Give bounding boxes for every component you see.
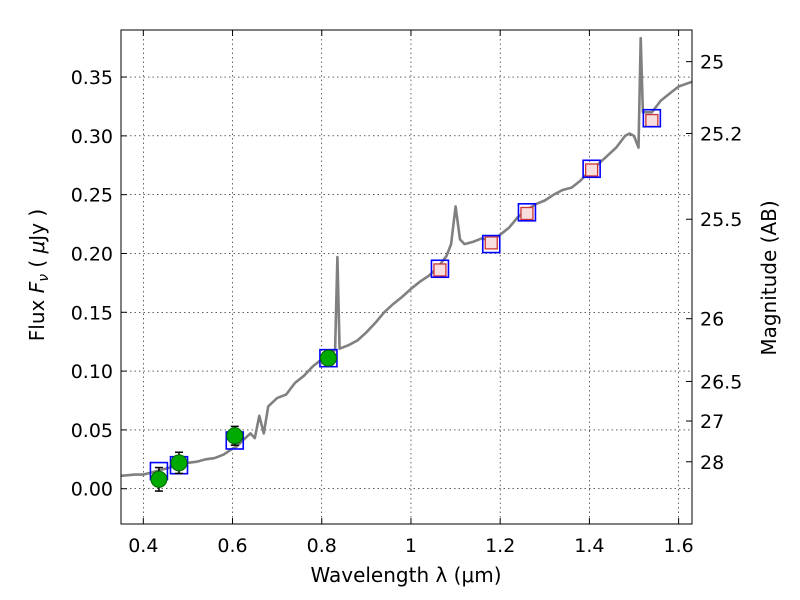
y2-tick-label: 25.5 (700, 209, 742, 231)
model-spectrum (120, 36, 693, 478)
spectrum-line (120, 36, 693, 478)
predicted-flux-marker (520, 206, 534, 221)
y2-tick-label: 28 (700, 452, 724, 474)
grid-lines (121, 30, 692, 524)
y-tick-label: 0.15 (71, 302, 113, 324)
y2-tick-label: 27 (700, 411, 724, 433)
y2-tick-label: 25.2 (700, 123, 742, 145)
x-tick-label: 0.6 (217, 535, 247, 557)
photometry-markers (149, 108, 662, 492)
model-photometry-box (430, 259, 450, 279)
observed-flux-point (150, 470, 168, 488)
y-tick-label: 0.30 (71, 126, 113, 148)
x-tick-label: 1 (405, 535, 417, 557)
predicted-flux-marker (484, 236, 498, 250)
y2-tick-label: 26.5 (700, 371, 742, 393)
axis-ticks: 0.4 0.6 0.8 1 1.2 1.4 1.6 0.00 0.05 0.10 0.15 0.20 0… (71, 30, 742, 557)
observed-flux-point (319, 349, 337, 367)
y2-axis-title: Magnitude (AB) (757, 200, 781, 355)
y-tick-label: 0.25 (71, 185, 113, 207)
y-axis-title: Flux Fν ( μJy ) (25, 209, 52, 341)
y-tick-label: 0.00 (71, 479, 113, 501)
y2-tick-label: 25 (700, 52, 724, 74)
y-tick-label: 0.10 (71, 361, 113, 383)
x-tick-label: 0.4 (128, 535, 158, 557)
observed-flux-point (226, 427, 244, 445)
y-tick-label: 0.20 (71, 243, 113, 265)
plot-frame (120, 29, 693, 525)
x-tick-label: 0.8 (307, 535, 337, 557)
observed-flux-point (170, 454, 188, 472)
predicted-flux-marker (645, 113, 659, 128)
predicted-flux-marker (584, 163, 599, 177)
x-tick-label: 1.4 (574, 535, 604, 557)
model-photometry-box (481, 234, 501, 254)
model-photometry-box (642, 108, 662, 128)
x-tick-label: 1.6 (664, 535, 694, 557)
model-photometry-box (517, 203, 537, 222)
y2-tick-label: 26 (700, 309, 724, 331)
y-tick-label: 0.05 (71, 420, 113, 442)
model-photometry-box (582, 159, 601, 179)
predicted-flux-marker (433, 263, 447, 277)
x-axis-title: Wavelength λ (μm) (310, 563, 501, 587)
y-tick-label: 0.35 (71, 67, 113, 89)
x-tick-label: 1.2 (485, 535, 515, 557)
